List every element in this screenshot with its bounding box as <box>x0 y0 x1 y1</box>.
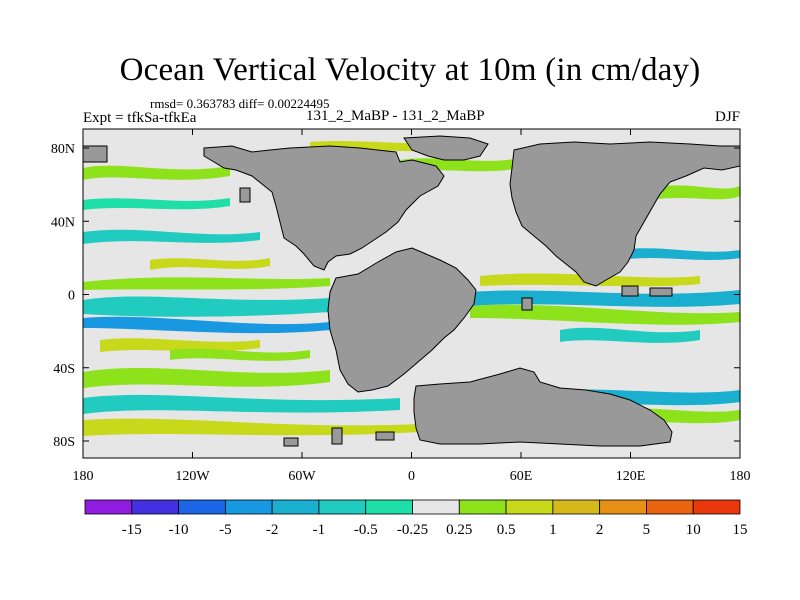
y-tick-label: 40N <box>51 215 75 230</box>
landmass-south-america <box>327 247 477 393</box>
colorbar-swatch <box>178 499 226 515</box>
colorbar: -15 -10 -5 -2 -1 -0.5 -0.25 0.25 0.5 1 2 5 10 15 <box>84 499 748 538</box>
x-tick-label: 60E <box>510 469 533 484</box>
landmass-islet-nw <box>83 145 108 163</box>
colorbar-label: -5 <box>219 522 232 538</box>
colorbar-label: -2 <box>266 522 279 538</box>
landmass-islet-io <box>521 297 533 311</box>
colorbar-label: 1 <box>549 522 557 538</box>
field-band-io-1 <box>560 327 700 343</box>
landmass-islet-pac <box>649 287 673 297</box>
experiment-label: Expt = tfkSa-tfkEa <box>83 110 197 126</box>
field-band-no-8 <box>150 258 270 270</box>
colorbar-swatch <box>131 499 179 515</box>
landmass-islet-sea <box>621 285 639 297</box>
colorbar-swatch <box>505 499 554 515</box>
landmass-islet-s1 <box>283 437 299 447</box>
landmass-southern <box>413 367 673 447</box>
x-axis: 180 120W 60W 0 60E 120E 180 <box>73 129 751 484</box>
field-band-no-5 <box>620 248 740 260</box>
field-band-no-3 <box>83 198 230 210</box>
colorbar-label: -15 <box>122 522 142 538</box>
field-band-sp-1 <box>100 338 260 352</box>
landmass-north-america <box>203 145 445 271</box>
landmass-greenland <box>403 135 489 161</box>
colorbar-swatch <box>84 499 133 515</box>
colorbar-swatch <box>458 499 507 515</box>
colorbar-label: -10 <box>169 522 189 538</box>
y-tick-label: 80S <box>53 435 75 450</box>
colorbar-label: 10 <box>686 522 701 538</box>
plot-title: Ocean Vertical Velocity at 10m (in cm/da… <box>119 52 701 88</box>
colorbar-swatch <box>365 499 413 515</box>
colorbar-swatch <box>318 499 367 515</box>
y-tick-label: 80N <box>51 142 75 157</box>
x-tick-label: 60W <box>288 469 316 484</box>
colorbar-swatch <box>271 499 320 515</box>
y-tick-label: 0 <box>68 289 75 304</box>
landmass-islet-s3 <box>375 431 395 441</box>
x-tick-label: 120E <box>616 469 646 484</box>
colorbar-swatch <box>412 499 460 515</box>
y-axis: 80N 40N 0 40S 80S <box>51 142 740 450</box>
landmass-islet-s2 <box>331 427 343 445</box>
field-band-n-eq-green <box>83 277 330 290</box>
y-tick-label: 40S <box>53 362 75 377</box>
land-masses <box>83 135 740 447</box>
field-band-so-2 <box>83 394 400 414</box>
colorbar-label: 0.5 <box>497 522 516 538</box>
comparison-label: 131_2_MaBP - 131_2_MaBP <box>306 108 485 124</box>
field-band-no-4 <box>650 185 740 200</box>
colorbar-swatch <box>692 499 741 515</box>
x-tick-label: 180 <box>73 469 94 484</box>
stats-label: rmsd= 0.363783 diff= 0.00224495 <box>150 96 330 111</box>
x-tick-label: 120W <box>175 469 210 484</box>
field-band-sp-2 <box>170 348 310 361</box>
x-tick-label: 180 <box>730 469 751 484</box>
colorbar-swatch <box>224 499 273 515</box>
colorbar-swatch <box>599 499 647 515</box>
colorbar-label: 0.25 <box>446 522 472 538</box>
field-band-eq-east-green <box>470 304 740 325</box>
field-band-so-1 <box>83 368 330 388</box>
field-band-no-1 <box>83 165 230 180</box>
season-label: DJF <box>714 109 740 125</box>
x-tick-label: 0 <box>408 469 415 484</box>
colorbar-label: -0.25 <box>397 522 428 538</box>
colorbar-label: 2 <box>596 522 604 538</box>
colorbar-label: -1 <box>313 522 326 538</box>
field-band-eq-west-2 <box>83 316 330 334</box>
field-band-no-2 <box>83 229 260 244</box>
landmass-islet-na <box>239 187 251 203</box>
colorbar-label: 15 <box>733 522 748 538</box>
colorbar-swatch <box>646 499 694 515</box>
field-band-eq-west <box>83 296 330 317</box>
colorbar-label: 5 <box>643 522 651 538</box>
colorbar-label: -0.5 <box>354 522 378 538</box>
landmass-eurasia <box>509 141 740 287</box>
colorbar-swatch <box>552 499 601 515</box>
